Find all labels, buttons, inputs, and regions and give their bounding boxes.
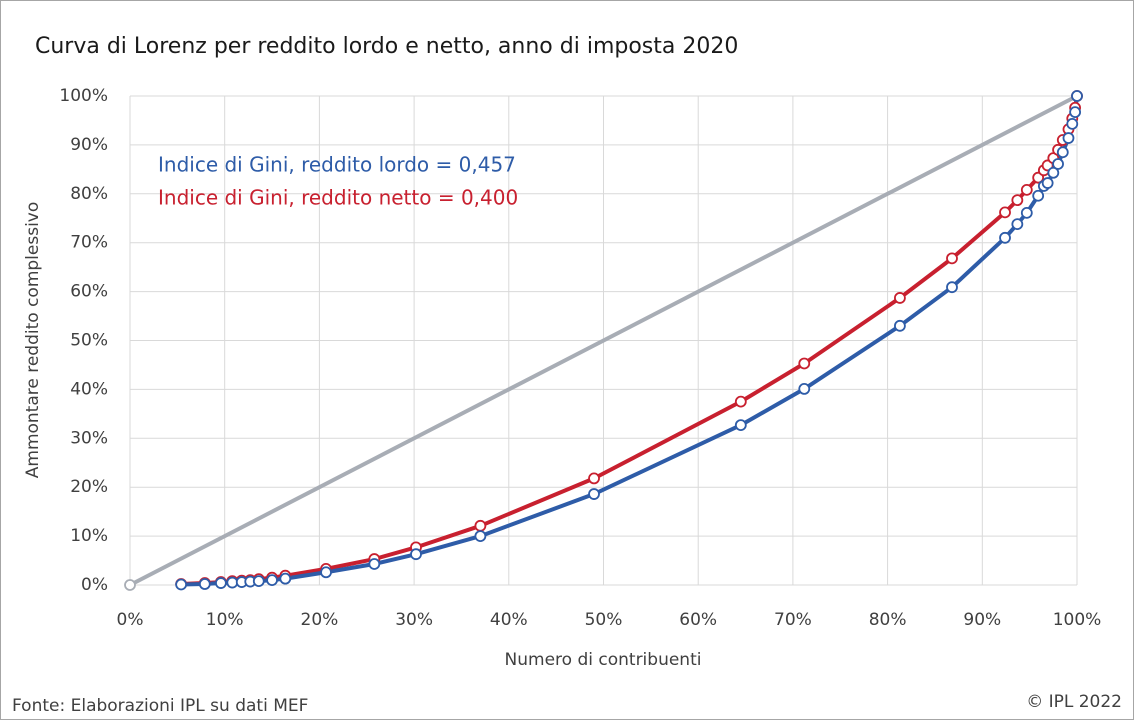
data-point — [226, 576, 239, 589]
data-point — [588, 472, 600, 485]
data-point — [1062, 132, 1075, 144]
x-tick-label: 80% — [869, 610, 907, 630]
y-tick-label: 50% — [70, 331, 108, 351]
data-point — [1069, 106, 1082, 119]
data-point — [1052, 158, 1064, 170]
y-tick-label: 60% — [70, 282, 108, 302]
x-tick-label: 40% — [490, 610, 528, 630]
x-tick-label: 60% — [679, 610, 717, 630]
annotation: Indice di Gini, reddito netto = 0,400 — [158, 186, 518, 210]
data-point — [474, 530, 487, 542]
annotation: Indice di Gini, reddito lordo = 0,457 — [158, 153, 516, 177]
data-point — [1047, 166, 1060, 179]
data-point — [1071, 90, 1083, 102]
data-point — [252, 575, 265, 587]
credit: © IPL 2022 — [1026, 692, 1122, 712]
series-line — [129, 94, 1078, 587]
x-tick-label: 30% — [395, 610, 433, 630]
data-point — [215, 577, 227, 589]
x-tick-label: 10% — [206, 610, 244, 630]
data-point — [1032, 189, 1045, 202]
x-axis-label: Numero di contribuenti — [505, 650, 702, 670]
x-tick-label: 90% — [963, 610, 1001, 630]
data-point — [320, 566, 332, 579]
data-point — [1020, 206, 1033, 219]
data-point — [266, 574, 278, 587]
data-point — [1041, 177, 1054, 189]
data-point — [734, 419, 747, 431]
y-tick-label: 80% — [70, 184, 108, 204]
data-point — [175, 578, 188, 591]
data-point — [588, 488, 600, 500]
y-tick-label: 90% — [70, 135, 108, 155]
source: Fonte: Elaborazioni IPL su dati MEF — [12, 696, 308, 716]
data-point — [198, 578, 211, 590]
data-point — [279, 572, 292, 585]
data-point — [474, 519, 487, 532]
x-tick-label: 0% — [117, 610, 144, 630]
y-tick-label: 10% — [70, 526, 108, 546]
x-tick-label: 50% — [585, 610, 623, 630]
chart-title: Curva di Lorenz per reddito lordo e nett… — [35, 34, 738, 59]
data-point — [946, 252, 958, 265]
data-point — [946, 281, 958, 294]
data-point — [798, 357, 811, 370]
x-tick-label: 70% — [774, 610, 812, 630]
y-tick-label: 20% — [70, 477, 108, 497]
data-point — [894, 292, 906, 304]
data-point — [1056, 146, 1069, 159]
data-point — [734, 395, 747, 408]
data-point — [1066, 117, 1079, 130]
y-axis-label: Ammontare reddito complessivo — [23, 202, 43, 479]
data-point — [894, 319, 906, 332]
data-point — [410, 548, 422, 561]
y-tick-label: 100% — [59, 86, 108, 106]
y-tick-label: 70% — [70, 233, 108, 253]
data-point — [368, 558, 381, 570]
data-point — [124, 579, 136, 591]
y-tick-label: 30% — [70, 428, 108, 448]
data-point — [798, 383, 811, 395]
data-point — [999, 206, 1011, 219]
data-point — [1011, 218, 1024, 231]
x-tick-label: 20% — [301, 610, 339, 630]
data-point — [1020, 183, 1033, 196]
data-point — [999, 231, 1011, 244]
y-tick-label: 40% — [70, 379, 108, 399]
x-tick-label: 100% — [1053, 610, 1102, 630]
y-tick-label: 0% — [81, 575, 108, 595]
data-point — [1011, 194, 1024, 207]
